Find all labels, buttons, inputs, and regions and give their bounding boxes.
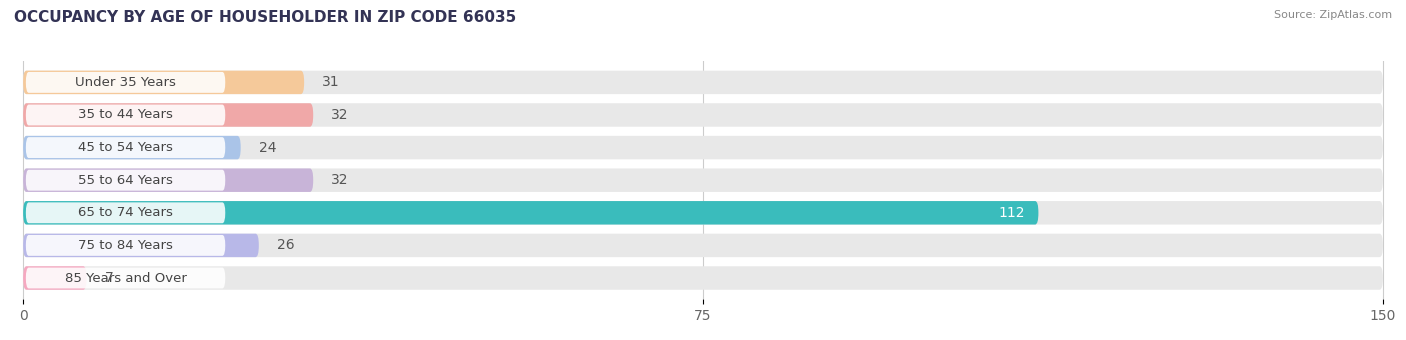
Text: 24: 24 (259, 141, 277, 155)
Text: 26: 26 (277, 238, 295, 252)
Text: Source: ZipAtlas.com: Source: ZipAtlas.com (1274, 10, 1392, 20)
Text: Under 35 Years: Under 35 Years (75, 76, 176, 89)
Text: 112: 112 (998, 206, 1025, 220)
FancyBboxPatch shape (22, 168, 1384, 192)
FancyBboxPatch shape (22, 71, 304, 94)
FancyBboxPatch shape (22, 102, 1384, 128)
FancyBboxPatch shape (22, 234, 259, 257)
FancyBboxPatch shape (25, 72, 225, 93)
FancyBboxPatch shape (25, 137, 225, 158)
Text: 85 Years and Over: 85 Years and Over (65, 272, 187, 285)
Text: 55 to 64 Years: 55 to 64 Years (79, 174, 173, 187)
FancyBboxPatch shape (22, 103, 314, 127)
FancyBboxPatch shape (25, 268, 225, 288)
Text: 75 to 84 Years: 75 to 84 Years (79, 239, 173, 252)
FancyBboxPatch shape (22, 103, 1384, 127)
FancyBboxPatch shape (22, 200, 1384, 226)
FancyBboxPatch shape (22, 266, 87, 290)
FancyBboxPatch shape (22, 167, 1384, 193)
FancyBboxPatch shape (22, 136, 1384, 159)
FancyBboxPatch shape (22, 201, 1384, 224)
FancyBboxPatch shape (22, 265, 1384, 291)
FancyBboxPatch shape (22, 69, 1384, 96)
FancyBboxPatch shape (22, 168, 314, 192)
FancyBboxPatch shape (25, 202, 225, 223)
FancyBboxPatch shape (22, 201, 1039, 224)
FancyBboxPatch shape (25, 170, 225, 191)
Text: OCCUPANCY BY AGE OF HOUSEHOLDER IN ZIP CODE 66035: OCCUPANCY BY AGE OF HOUSEHOLDER IN ZIP C… (14, 10, 516, 25)
FancyBboxPatch shape (25, 235, 225, 256)
FancyBboxPatch shape (22, 135, 1384, 160)
Text: 32: 32 (332, 108, 349, 122)
Text: 35 to 44 Years: 35 to 44 Years (79, 108, 173, 121)
Text: 7: 7 (104, 271, 114, 285)
Text: 31: 31 (322, 75, 340, 89)
FancyBboxPatch shape (22, 71, 1384, 94)
Text: 32: 32 (332, 173, 349, 187)
FancyBboxPatch shape (22, 234, 1384, 257)
FancyBboxPatch shape (22, 266, 1384, 290)
FancyBboxPatch shape (22, 232, 1384, 258)
Text: 65 to 74 Years: 65 to 74 Years (79, 206, 173, 219)
FancyBboxPatch shape (22, 136, 240, 159)
Text: 45 to 54 Years: 45 to 54 Years (79, 141, 173, 154)
FancyBboxPatch shape (25, 105, 225, 125)
